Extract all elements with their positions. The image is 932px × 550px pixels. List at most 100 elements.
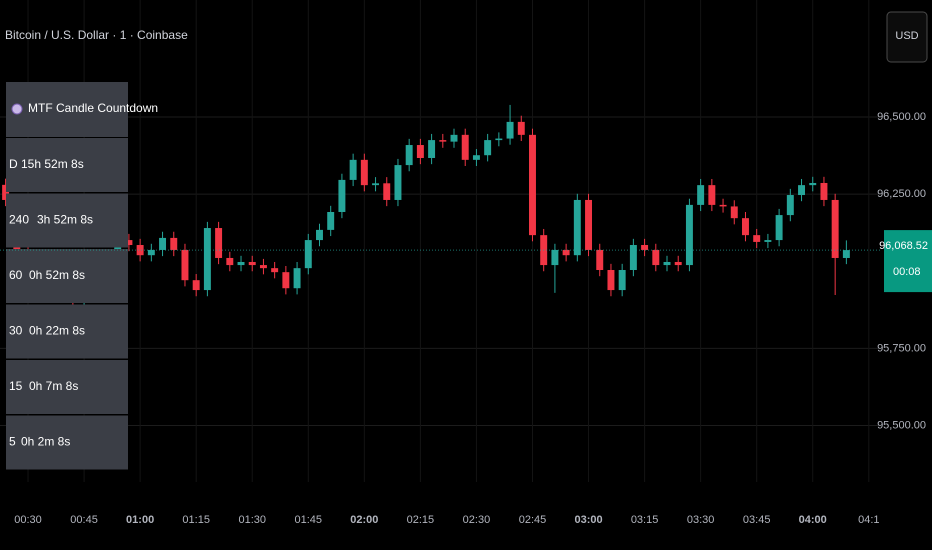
- candle-body: [147, 249, 155, 256]
- candle-body: [596, 249, 604, 271]
- candle-body: [383, 183, 391, 200]
- x-tick-label: 00:45: [70, 514, 98, 526]
- candle-body: [282, 272, 290, 289]
- candle-body: [820, 182, 828, 200]
- candle-body: [450, 134, 458, 142]
- candle-body: [708, 185, 716, 205]
- price-tag-label: 96,068.52: [879, 240, 928, 252]
- x-tick-label: 03:45: [743, 514, 771, 526]
- clock-icon: [11, 103, 23, 115]
- table-row: [6, 193, 128, 248]
- candle-body: [775, 215, 783, 241]
- y-tick-label: 96,250.00: [877, 188, 926, 200]
- candle-body: [652, 249, 660, 266]
- table-row: [6, 415, 128, 470]
- timeframe: 15: [9, 379, 23, 393]
- candle-body: [136, 245, 144, 256]
- x-tick-label: 01:45: [295, 514, 323, 526]
- x-tick-label: 02:15: [407, 514, 435, 526]
- countdown: 0h 2m 8s: [21, 435, 70, 449]
- y-tick-label: 96,500.00: [877, 111, 926, 123]
- candle-body: [585, 199, 593, 250]
- table-title: MTF Candle Countdown: [28, 101, 158, 115]
- candle-body: [685, 204, 693, 266]
- countdown: 3h 52m 8s: [37, 213, 93, 227]
- candle-body: [562, 249, 570, 256]
- candle-body: [786, 195, 794, 216]
- candle-body: [730, 206, 738, 219]
- x-tick-label: 04:1: [858, 514, 879, 526]
- table-row: [6, 249, 128, 303]
- candle-body: [316, 229, 323, 241]
- candle-body: [831, 199, 839, 258]
- candle-body: [360, 159, 368, 186]
- timeframe: D: [9, 157, 18, 171]
- candle-body: [2, 184, 10, 200]
- candle-body: [629, 245, 637, 271]
- countdown-table: MTF Candle Countdown D 15h 52m 8s 240 3h 52…: [6, 82, 158, 470]
- candle-body: [170, 237, 178, 250]
- candle-body: [551, 249, 559, 266]
- countdown: 0h 52m 8s: [29, 268, 85, 282]
- table-header: [6, 82, 128, 137]
- currency-label[interactable]: USD: [895, 30, 918, 42]
- y-tick-label: 95,500.00: [877, 419, 926, 431]
- currency-button[interactable]: [886, 11, 928, 63]
- candle-body: [809, 182, 817, 186]
- candle-body: [416, 145, 424, 158]
- candle-body: [674, 261, 682, 266]
- countdown: 0h 7m 8s: [29, 379, 78, 393]
- candle-body: [248, 261, 256, 266]
- candle-body: [573, 199, 581, 256]
- candle-body: [338, 179, 346, 212]
- candle-body: [405, 145, 413, 166]
- table-row: [6, 138, 128, 192]
- candle-body: [641, 245, 649, 250]
- x-tick-label: 00:30: [14, 514, 42, 526]
- timeframe: 5: [9, 435, 16, 449]
- candle-body: [618, 270, 626, 291]
- candle-body: [226, 257, 234, 266]
- candle-body: [159, 237, 167, 250]
- candle-body: [237, 261, 245, 266]
- candle-body: [125, 240, 133, 246]
- candle-body: [517, 121, 525, 135]
- candle-body: [529, 134, 536, 236]
- candle-body: [742, 218, 749, 236]
- candle-body: [663, 261, 671, 266]
- candle-body: [192, 280, 200, 291]
- candle-body: [215, 228, 223, 258]
- candle-body: [439, 140, 447, 142]
- countdown: 0h 22m 8s: [29, 324, 85, 338]
- candle-body: [495, 138, 503, 141]
- candle-body: [349, 159, 357, 180]
- timeframe: 30: [9, 324, 23, 338]
- x-tick-label: 01:00: [126, 514, 154, 526]
- countdown: 15h 52m 8s: [21, 157, 84, 171]
- candle-body: [304, 240, 312, 269]
- price-tag-box: [884, 230, 932, 293]
- timeframe: 240: [9, 213, 29, 227]
- x-tick-label: 04:00: [799, 514, 827, 526]
- candle-body: [719, 204, 727, 207]
- candle-body: [798, 185, 806, 196]
- candle-body: [753, 235, 761, 242]
- candle-body: [764, 240, 772, 242]
- price-tag: 96,068.52 00:08: [0, 230, 932, 293]
- candle-body: [506, 121, 514, 139]
- y-tick-label: 95,750.00: [877, 342, 926, 354]
- candle-body: [484, 140, 492, 156]
- candle-body: [472, 155, 480, 160]
- table-row: [6, 360, 128, 414]
- x-tick-label: 03:00: [574, 514, 602, 526]
- x-tick-label: 02:00: [350, 514, 378, 526]
- price-tag-countdown: 00:08: [893, 266, 921, 278]
- candle-body: [181, 249, 189, 281]
- candle-body: [697, 185, 705, 205]
- candle-body: [271, 268, 279, 273]
- x-tick-label: 02:45: [519, 514, 547, 526]
- symbol-title: Bitcoin / U.S. Dollar · 1 · Coinbase: [5, 28, 188, 42]
- candle-body: [461, 134, 469, 160]
